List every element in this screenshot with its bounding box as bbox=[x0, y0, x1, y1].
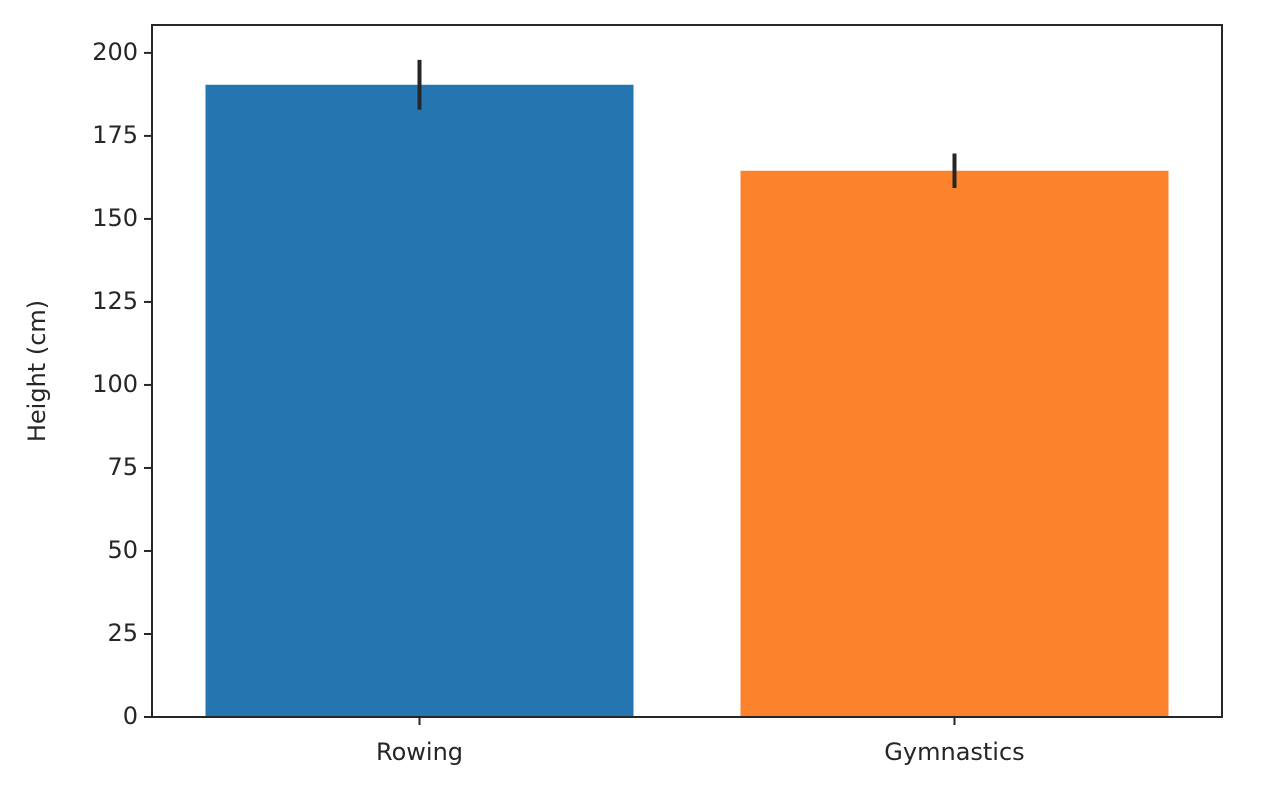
y-tick-label: 150 bbox=[92, 204, 138, 232]
y-tick-label: 0 bbox=[123, 702, 138, 730]
x-tick-label: Gymnastics bbox=[884, 738, 1024, 766]
y-tick-label: 175 bbox=[92, 121, 138, 149]
y-tick-label: 125 bbox=[92, 287, 138, 315]
y-axis-label: Height (cm) bbox=[23, 300, 51, 442]
plot-frame bbox=[151, 24, 1223, 718]
bar bbox=[205, 84, 634, 718]
x-tick-label: Rowing bbox=[376, 738, 463, 766]
y-tick-label: 100 bbox=[92, 370, 138, 398]
y-tick-label: 200 bbox=[92, 38, 138, 66]
y-tick-label: 50 bbox=[107, 536, 138, 564]
y-tick-label: 25 bbox=[107, 619, 138, 647]
y-tick-label: 75 bbox=[107, 453, 138, 481]
bar bbox=[740, 170, 1169, 717]
